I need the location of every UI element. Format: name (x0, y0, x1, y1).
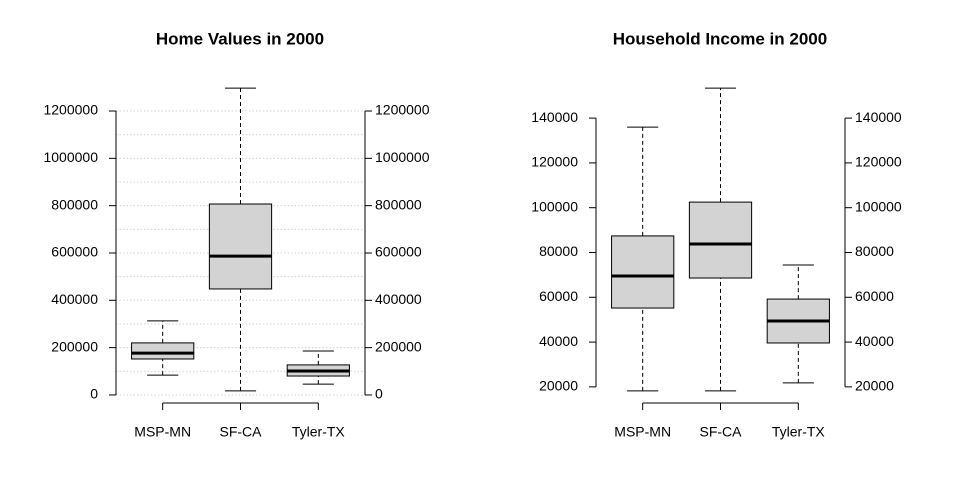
y-tick-label: 200000 (51, 338, 98, 354)
y-tick-label: 140000 (531, 109, 578, 125)
y-tick-label: 40000 (855, 333, 894, 349)
y-tick-label: 400000 (51, 291, 98, 307)
x-tick-label: Tyler-TX (292, 424, 346, 440)
y-tick-label: 100000 (855, 198, 902, 214)
chart-title: Home Values in 2000 (156, 29, 324, 48)
x-tick-label: MSP-MN (134, 424, 191, 440)
y-tick-label: 40000 (539, 333, 578, 349)
x-tick-label: Tyler-TX (772, 424, 826, 440)
x-tick-label: MSP-MN (614, 424, 671, 440)
y-tick-label: 20000 (539, 378, 578, 394)
y-tick-label: 1200000 (375, 102, 430, 118)
y-tick-label: 0 (375, 386, 383, 402)
box (688, 201, 753, 279)
y-tick-label: 120000 (531, 154, 578, 170)
y-tick-label: 600000 (375, 244, 422, 260)
x-tick-label: SF-CA (700, 424, 743, 440)
y-tick-label: 400000 (375, 291, 422, 307)
y-tick-label: 20000 (855, 378, 894, 394)
y-tick-label: 800000 (375, 196, 422, 212)
y-tick-label: 800000 (51, 196, 98, 212)
y-tick-label: 80000 (539, 243, 578, 259)
y-tick-label: 120000 (855, 154, 902, 170)
y-tick-label: 140000 (855, 109, 902, 125)
y-tick-label: 100000 (531, 198, 578, 214)
y-tick-label: 1200000 (43, 102, 98, 118)
y-tick-label: 60000 (539, 288, 578, 304)
box (208, 203, 273, 290)
y-tick-label: 1000000 (375, 149, 430, 165)
box (611, 235, 675, 309)
y-tick-label: 1000000 (43, 149, 98, 165)
x-tick-label: SF-CA (220, 424, 263, 440)
y-tick-label: 60000 (855, 288, 894, 304)
y-tick-label: 0 (90, 386, 98, 402)
y-tick-label: 200000 (375, 338, 422, 354)
y-tick-label: 600000 (51, 244, 98, 260)
y-tick-label: 80000 (855, 243, 894, 259)
chart-title: Household Income in 2000 (613, 29, 827, 48)
box (131, 342, 195, 360)
